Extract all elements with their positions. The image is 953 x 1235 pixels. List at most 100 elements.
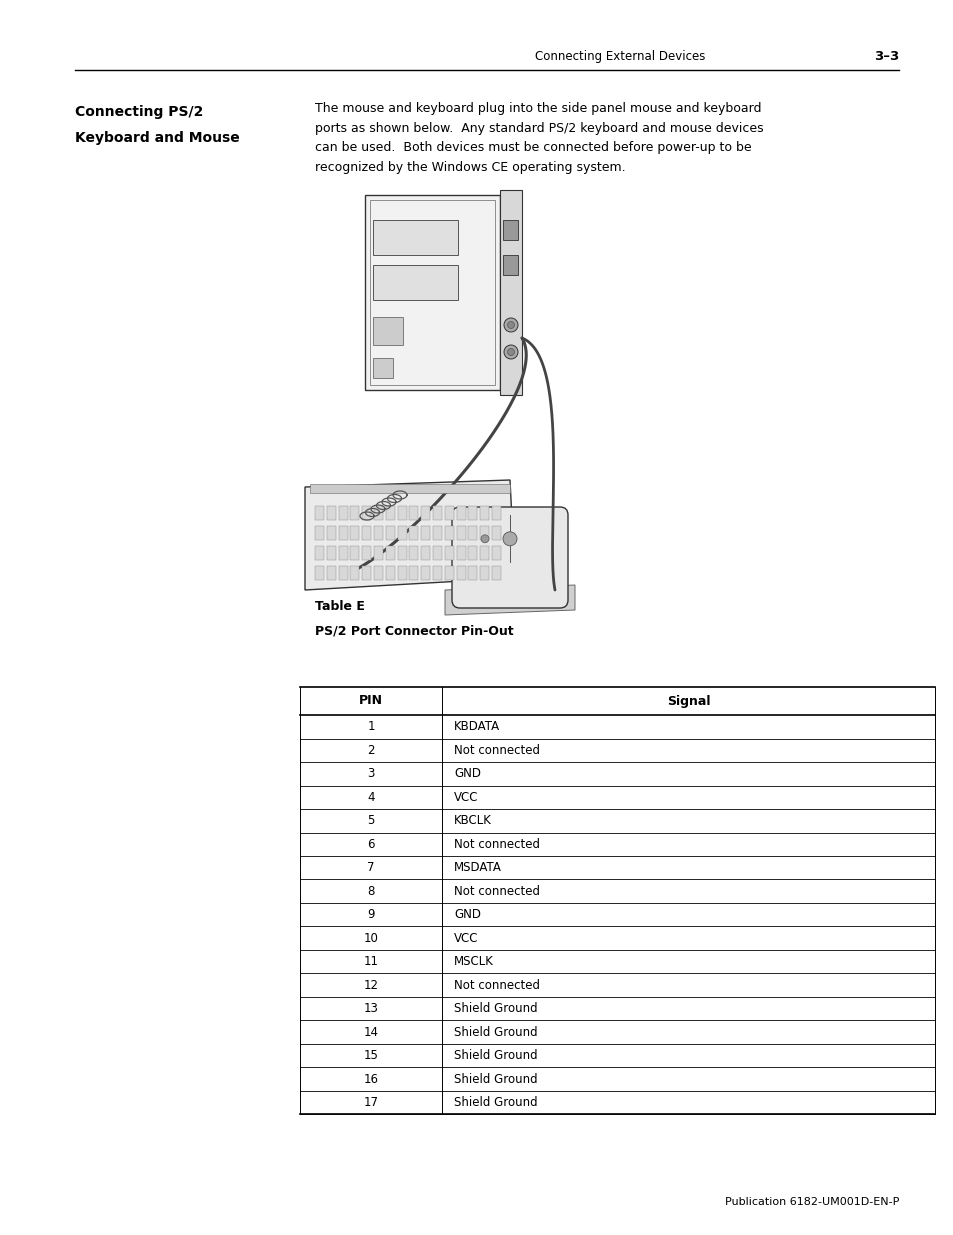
Text: 13: 13: [363, 1003, 378, 1015]
Bar: [310, 484, 510, 493]
Bar: [421, 506, 430, 520]
Text: recognized by the Windows CE operating system.: recognized by the Windows CE operating s…: [314, 161, 625, 173]
Bar: [374, 546, 382, 559]
Text: The mouse and keyboard plug into the side panel mouse and keyboard: The mouse and keyboard plug into the sid…: [314, 103, 760, 115]
Bar: [492, 506, 500, 520]
Text: Connecting PS/2: Connecting PS/2: [75, 105, 203, 119]
Polygon shape: [444, 585, 575, 615]
Bar: [409, 546, 418, 559]
Bar: [397, 546, 406, 559]
Bar: [492, 566, 500, 580]
Bar: [456, 506, 465, 520]
Bar: [385, 506, 395, 520]
Bar: [444, 546, 454, 559]
Text: Not connected: Not connected: [454, 743, 539, 757]
Text: 2: 2: [367, 743, 375, 757]
Bar: [444, 526, 454, 540]
Bar: [314, 546, 324, 559]
Text: 6: 6: [367, 837, 375, 851]
Text: 14: 14: [363, 1026, 378, 1039]
Bar: [492, 526, 500, 540]
Text: 5: 5: [367, 814, 375, 827]
FancyBboxPatch shape: [452, 508, 567, 608]
Text: Shield Ground: Shield Ground: [454, 1050, 537, 1062]
Bar: [373, 266, 457, 300]
Text: 10: 10: [363, 931, 378, 945]
Text: VCC: VCC: [454, 790, 478, 804]
Bar: [409, 506, 418, 520]
Bar: [397, 506, 406, 520]
Text: 1: 1: [367, 720, 375, 734]
Text: VCC: VCC: [454, 931, 478, 945]
Circle shape: [507, 348, 514, 356]
Circle shape: [503, 317, 517, 332]
Bar: [421, 526, 430, 540]
Bar: [385, 546, 395, 559]
Bar: [421, 546, 430, 559]
Bar: [468, 546, 476, 559]
Text: Keyboard and Mouse: Keyboard and Mouse: [75, 131, 239, 144]
Bar: [327, 526, 335, 540]
Text: 3: 3: [367, 767, 375, 781]
Circle shape: [507, 321, 514, 329]
Text: Connecting External Devices: Connecting External Devices: [535, 49, 704, 63]
Bar: [350, 566, 359, 580]
Text: MSDATA: MSDATA: [454, 861, 501, 874]
Text: can be used.  Both devices must be connected before power-up to be: can be used. Both devices must be connec…: [314, 141, 751, 154]
Bar: [433, 566, 441, 580]
Text: 11: 11: [363, 955, 378, 968]
Text: PS/2 Port Connector Pin-Out: PS/2 Port Connector Pin-Out: [314, 624, 513, 637]
Bar: [370, 200, 495, 385]
Text: Not connected: Not connected: [454, 884, 539, 898]
Bar: [397, 566, 406, 580]
Text: Not connected: Not connected: [454, 979, 539, 992]
Text: 7: 7: [367, 861, 375, 874]
Text: KBCLK: KBCLK: [454, 814, 492, 827]
Bar: [492, 546, 500, 559]
Bar: [456, 526, 465, 540]
Bar: [362, 506, 371, 520]
Text: 9: 9: [367, 908, 375, 921]
Bar: [350, 546, 359, 559]
Bar: [327, 546, 335, 559]
Bar: [365, 195, 499, 390]
Bar: [338, 506, 347, 520]
Text: MSCLK: MSCLK: [454, 955, 494, 968]
Bar: [314, 526, 324, 540]
Bar: [456, 566, 465, 580]
Bar: [373, 358, 393, 378]
Bar: [479, 566, 489, 580]
Bar: [362, 526, 371, 540]
Text: 12: 12: [363, 979, 378, 992]
Bar: [338, 546, 347, 559]
Bar: [409, 526, 418, 540]
Text: 4: 4: [367, 790, 375, 804]
Text: Signal: Signal: [666, 694, 709, 708]
Bar: [479, 546, 489, 559]
Bar: [374, 526, 382, 540]
Bar: [338, 526, 347, 540]
Bar: [397, 526, 406, 540]
Bar: [433, 546, 441, 559]
Text: Publication 6182-UM001D-EN-P: Publication 6182-UM001D-EN-P: [724, 1197, 898, 1207]
Bar: [433, 506, 441, 520]
Bar: [468, 526, 476, 540]
Bar: [327, 506, 335, 520]
Circle shape: [503, 345, 517, 359]
Bar: [314, 506, 324, 520]
Text: ports as shown below.  Any standard PS/2 keyboard and mouse devices: ports as shown below. Any standard PS/2 …: [314, 121, 762, 135]
Bar: [456, 546, 465, 559]
Bar: [409, 566, 418, 580]
Bar: [502, 220, 517, 240]
Circle shape: [502, 532, 517, 546]
Bar: [350, 526, 359, 540]
Circle shape: [480, 535, 489, 543]
Bar: [373, 220, 457, 254]
Bar: [468, 506, 476, 520]
Bar: [338, 566, 347, 580]
Text: GND: GND: [454, 767, 480, 781]
Text: 15: 15: [363, 1050, 378, 1062]
Bar: [479, 526, 489, 540]
Text: Shield Ground: Shield Ground: [454, 1073, 537, 1086]
Bar: [444, 506, 454, 520]
